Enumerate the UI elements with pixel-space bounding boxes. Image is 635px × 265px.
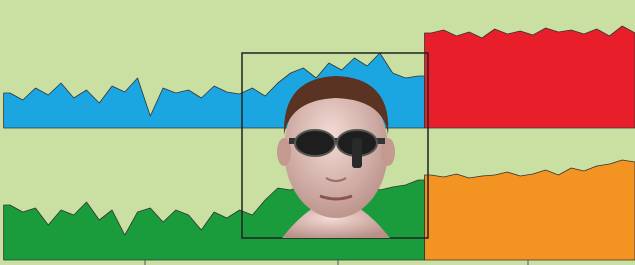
figure: [0, 0, 635, 265]
ear: [277, 138, 291, 166]
page: {"chart_data": [ {"type": "area", "ylim"…: [0, 0, 635, 265]
signal-area: [425, 160, 635, 260]
sensor: [352, 138, 362, 168]
signal-area: [425, 26, 635, 128]
lens: [295, 130, 335, 156]
